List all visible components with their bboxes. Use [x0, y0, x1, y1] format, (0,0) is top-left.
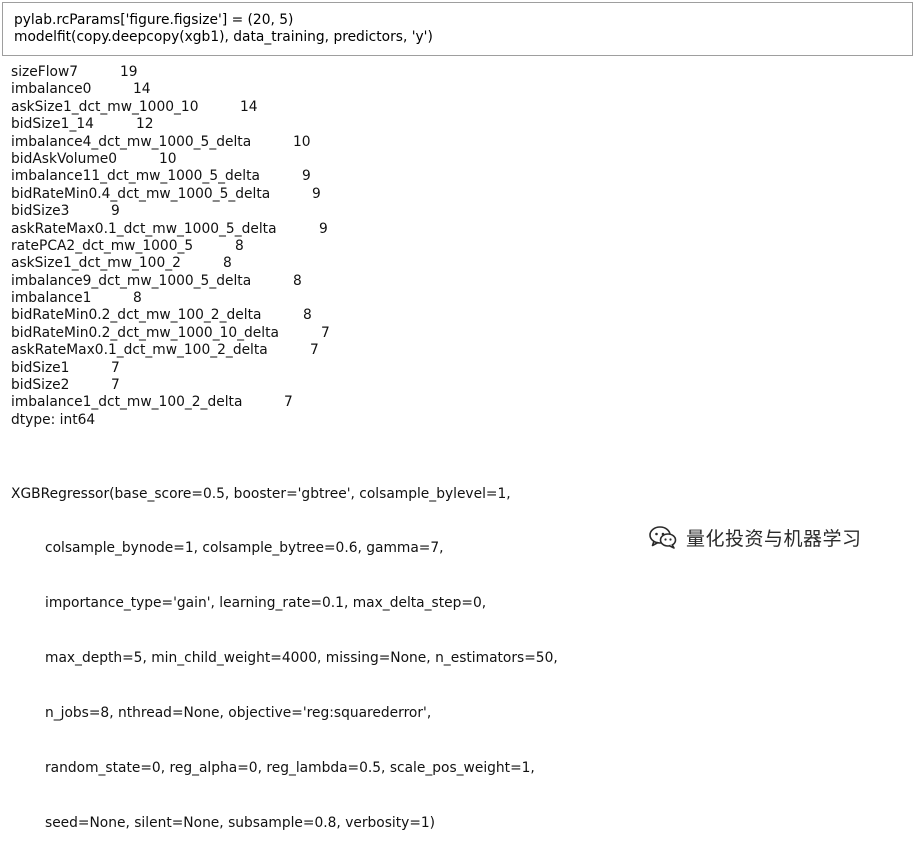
feature-name: bidSize2: [11, 377, 70, 394]
feature-score: 10: [159, 150, 177, 167]
feature-score: 10: [293, 133, 311, 150]
feature-score: 12: [136, 116, 154, 133]
series-row: askSize1_dct_mw_1000_10 14: [11, 99, 891, 116]
feature-importance-series: sizeFlow7 19 imbalance0 14 askSize1_dct_mw_1…: [11, 64, 891, 412]
series-row: bidSize1_14 12: [11, 116, 891, 133]
feature-score: 8: [293, 272, 302, 289]
repr-line: n_jobs=8, nthread=None, objective='reg:s…: [45, 705, 432, 722]
repr-line: XGBRegressor(base_score=0.5, booster='gb…: [11, 485, 511, 502]
series-row: imbalance4_dct_mw_1000_5_delta 10: [11, 134, 891, 151]
series-row: askRateMax0.1_dct_mw_1000_5_delta 9: [11, 221, 891, 238]
series-row: imbalance1 8: [11, 290, 891, 307]
series-row: imbalance11_dct_mw_1000_5_delta 9: [11, 168, 891, 185]
code-input-cell[interactable]: pylab.rcParams['figure.figsize'] = (20, …: [2, 2, 913, 56]
feature-name: askRateMax0.1_dct_mw_1000_5_delta: [11, 220, 277, 237]
watermark-text: 量化投资与机器学习: [686, 527, 862, 550]
feature-score: 7: [111, 377, 120, 394]
cell-output: sizeFlow7 19 imbalance0 14 askSize1_dct_mw_1…: [11, 64, 891, 429]
series-row: imbalance9_dct_mw_1000_5_delta 8: [11, 273, 891, 290]
series-row: imbalance1_dct_mw_100_2_delta 7: [11, 394, 891, 411]
repr-line: random_state=0, reg_alpha=0, reg_lambda=…: [45, 760, 535, 777]
feature-name: askSize1_dct_mw_1000_10: [11, 98, 199, 115]
feature-name: askRateMax0.1_dct_mw_100_2_delta: [11, 342, 268, 359]
feature-name: bidSize1: [11, 359, 70, 376]
feature-score: 8: [223, 255, 232, 272]
feature-name: imbalance1: [11, 290, 92, 307]
series-row: bidSize3 9: [11, 203, 891, 220]
feature-name: sizeFlow7: [11, 64, 79, 80]
wechat-icon: [649, 526, 677, 549]
feature-score: 9: [111, 203, 120, 220]
series-row: ratePCA2_dct_mw_1000_5 8: [11, 238, 891, 255]
feature-name: bidRateMin0.4_dct_mw_1000_5_delta: [11, 185, 271, 202]
watermark: 量化投资与机器学习: [648, 524, 862, 550]
feature-score: 14: [133, 81, 151, 98]
feature-score: 7: [111, 359, 120, 376]
series-row: askSize1_dct_mw_100_2 8: [11, 255, 891, 272]
series-row: imbalance0 14: [11, 81, 891, 98]
model-repr: XGBRegressor(base_score=0.5, booster='gb…: [11, 448, 558, 851]
feature-score: 9: [319, 220, 328, 237]
series-row: askRateMax0.1_dct_mw_100_2_delta 7: [11, 342, 891, 359]
series-row: bidRateMin0.2_dct_mw_100_2_delta 8: [11, 307, 891, 324]
series-row: sizeFlow7 19: [11, 64, 891, 81]
repr-line: max_depth=5, min_child_weight=4000, miss…: [45, 650, 558, 667]
dtype-label: dtype: int64: [11, 411, 96, 428]
feature-score: 8: [235, 237, 244, 254]
series-row: bidRateMin0.4_dct_mw_1000_5_delta 9: [11, 186, 891, 203]
feature-name: imbalance0: [11, 81, 92, 98]
feature-name: askSize1_dct_mw_100_2: [11, 255, 181, 272]
repr-line: seed=None, silent=None, subsample=0.8, v…: [45, 814, 436, 831]
feature-name: bidRateMin0.2_dct_mw_1000_10_delta: [11, 324, 279, 341]
code-line: pylab.rcParams['figure.figsize'] = (20, …: [14, 12, 294, 28]
feature-name: bidAskVolume0: [11, 150, 118, 167]
feature-score: 7: [284, 394, 293, 411]
series-row: bidAskVolume0 10: [11, 151, 891, 168]
feature-name: bidSize3: [11, 203, 70, 220]
series-row: bidRateMin0.2_dct_mw_1000_10_delta 7: [11, 325, 891, 342]
feature-score: 8: [133, 290, 142, 307]
feature-score: 8: [303, 307, 312, 324]
feature-name: imbalance9_dct_mw_1000_5_delta: [11, 272, 252, 289]
feature-score: 19: [120, 64, 138, 80]
feature-name: imbalance11_dct_mw_1000_5_delta: [11, 168, 260, 185]
feature-name: bidRateMin0.2_dct_mw_100_2_delta: [11, 307, 262, 324]
feature-score: 9: [312, 185, 321, 202]
feature-score: 7: [321, 324, 330, 341]
repr-line: colsample_bynode=1, colsample_bytree=0.6…: [45, 540, 444, 557]
feature-score: 7: [310, 342, 319, 359]
series-row: bidSize1 7: [11, 360, 891, 377]
feature-name: imbalance4_dct_mw_1000_5_delta: [11, 133, 252, 150]
feature-score: 9: [302, 168, 311, 185]
feature-name: bidSize1_14: [11, 116, 94, 133]
code-line: modelfit(copy.deepcopy(xgb1), data_train…: [14, 29, 433, 45]
feature-name: imbalance1_dct_mw_100_2_delta: [11, 394, 243, 411]
feature-score: 14: [240, 98, 258, 115]
feature-name: ratePCA2_dct_mw_1000_5: [11, 237, 194, 254]
repr-line: importance_type='gain', learning_rate=0.…: [45, 595, 487, 612]
series-row: bidSize2 7: [11, 377, 891, 394]
